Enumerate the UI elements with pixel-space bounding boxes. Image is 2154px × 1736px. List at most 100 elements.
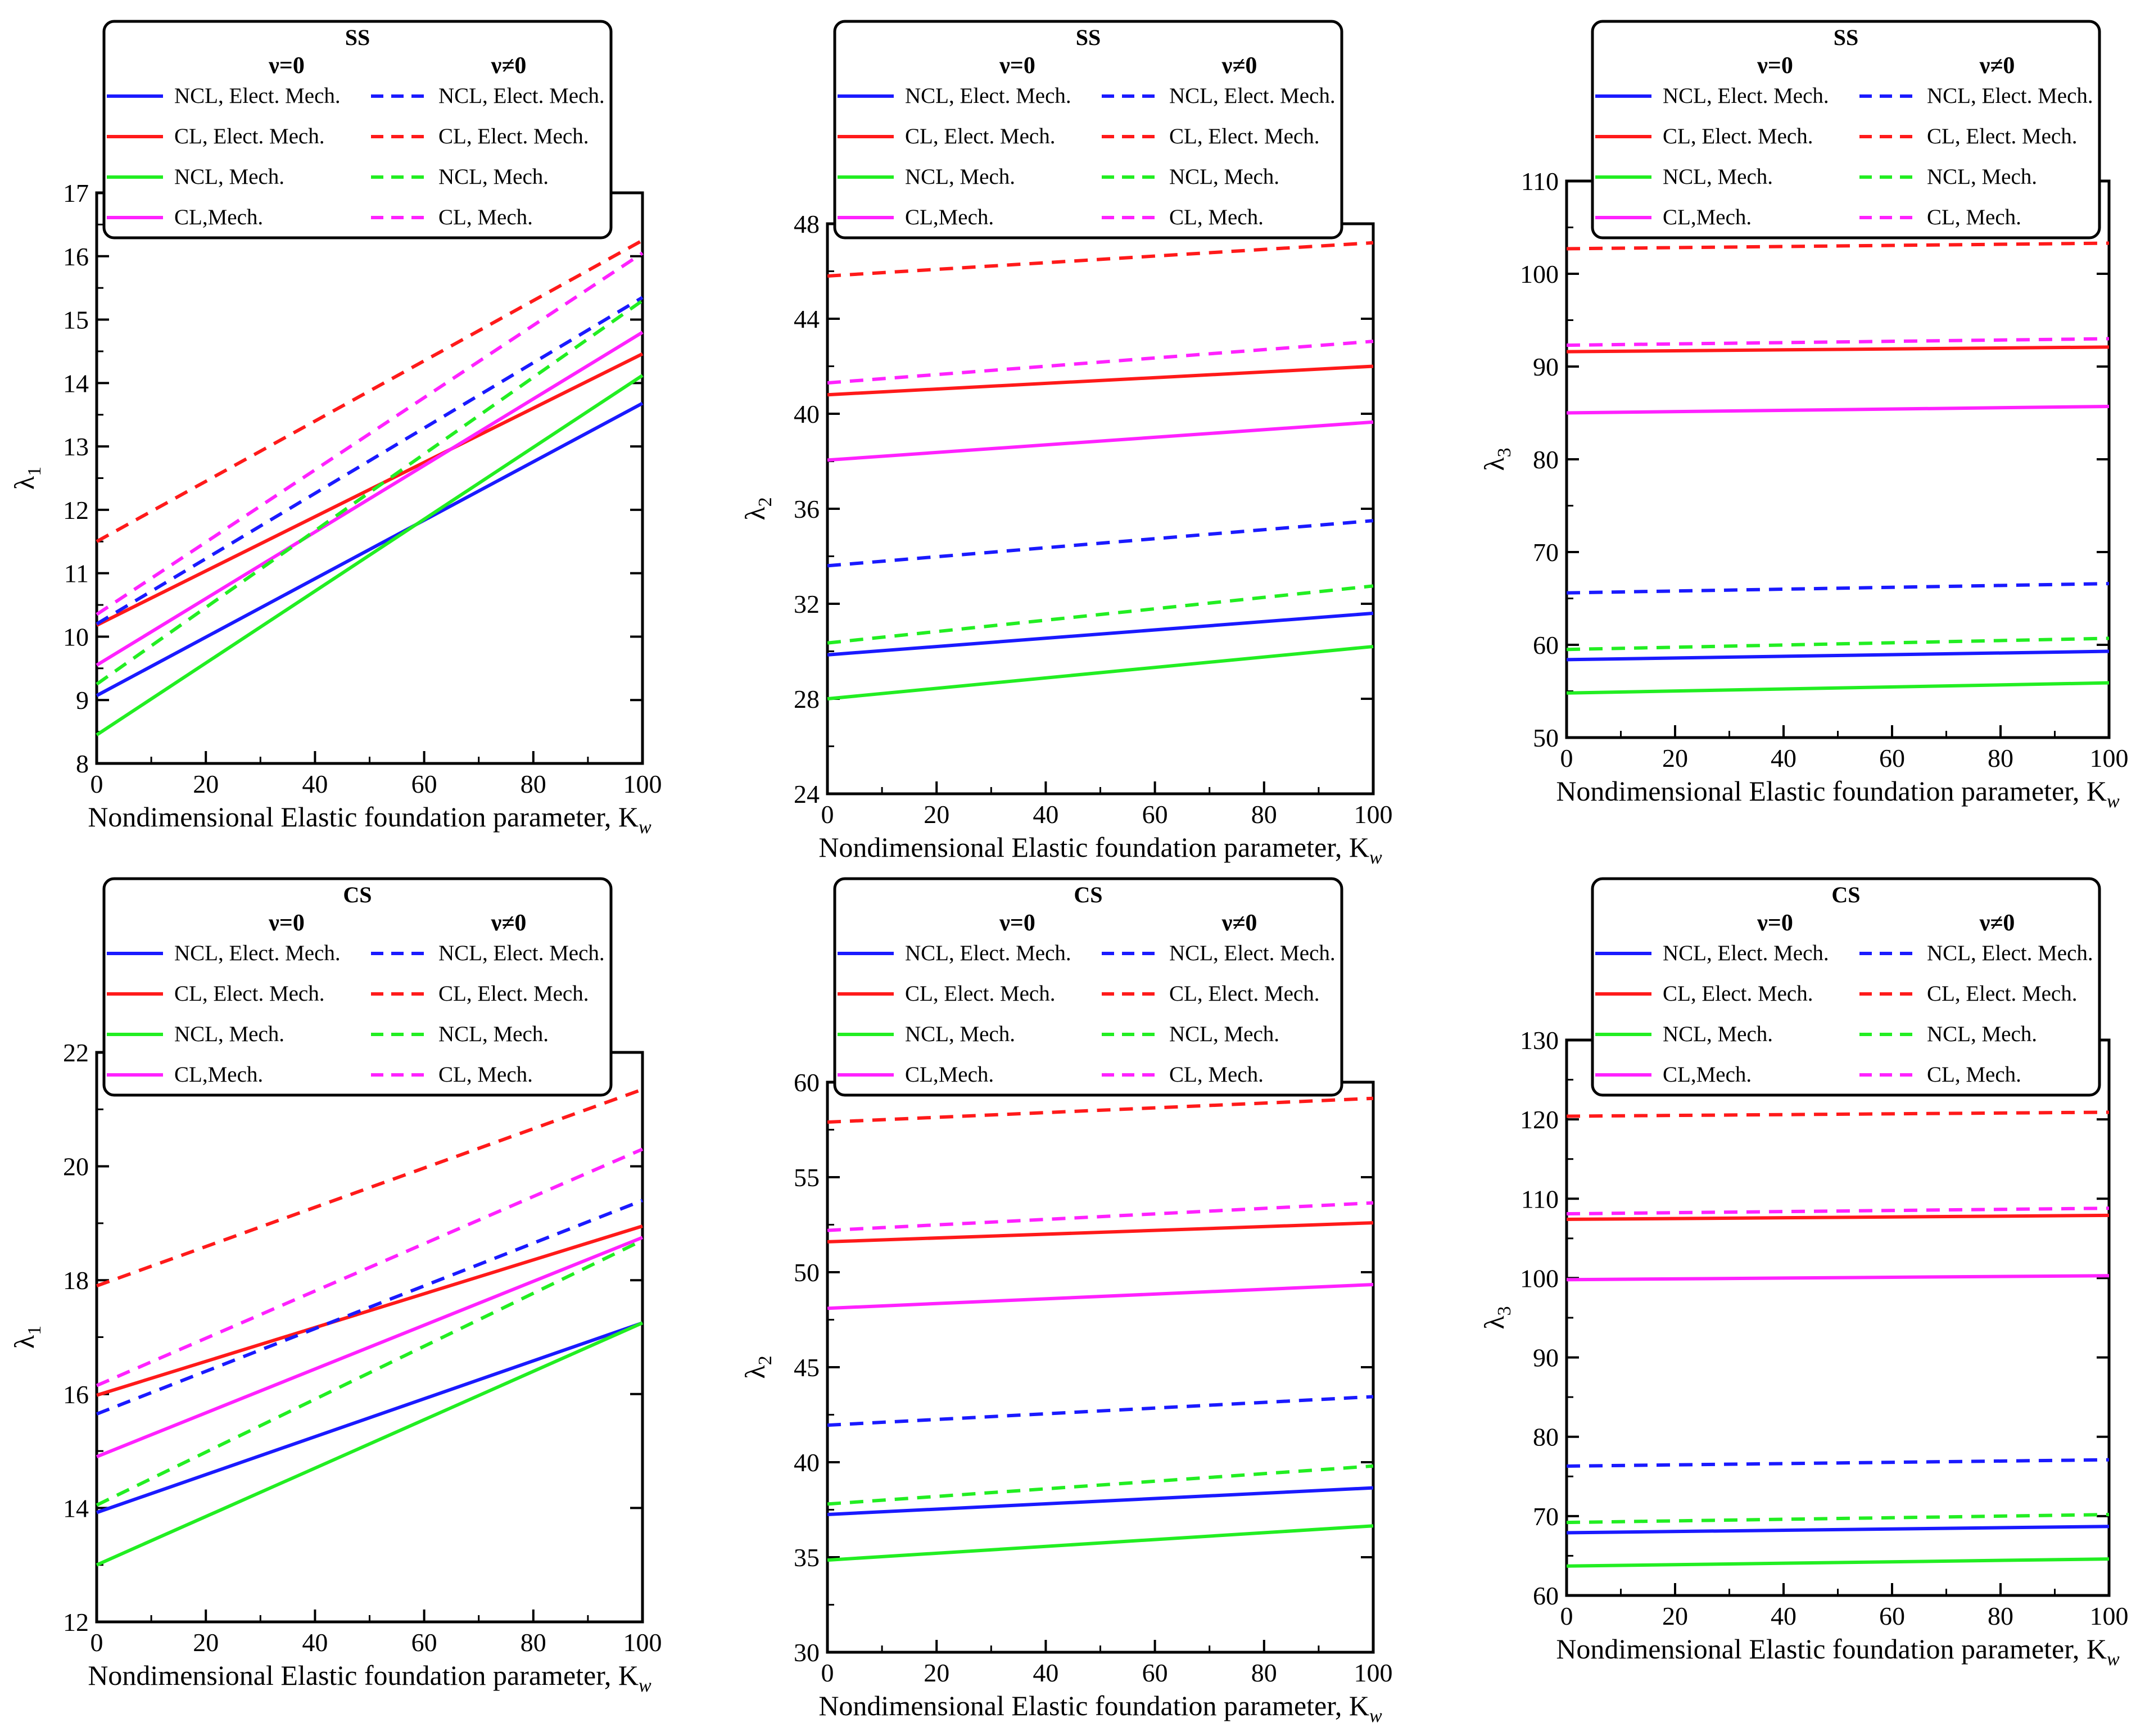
legend-header-nu-nonzero: ν≠0 [491,910,527,936]
legend-entry-label: CL, Elect. Mech. [174,124,325,148]
y-axis-title-subscript: 2 [755,497,776,507]
series-line-solid-ncl-em [827,611,1374,657]
legend-entry-label: CL, Mech. [438,205,533,229]
series-line-dashed-ncl-m [96,299,644,686]
series-line-solid-ncl-m [96,1321,644,1567]
y-axis-title-text: λ [739,507,771,520]
series-line-dashed-ncl-m [96,1238,644,1507]
x-axis-title-text: Nondimensional Elastic foundation parame… [88,1660,639,1691]
series-line-solid-cl-m [96,331,644,667]
chart-panel-4: 0 20 40 60 80 100 12 14 16 18 20 22 Nondimensional E… [8,877,662,1696]
x-tick-label: 60 [1879,744,1905,772]
chart-panel-6: 0 20 40 60 80 100 60 70 80 90 100 110 120 130 Nondimen… [1478,877,2129,1670]
x-axis-title: Nondimensional Elastic foundation parame… [88,801,651,838]
legend-entry-label: CL,Mech. [1663,205,1752,229]
x-axis-title-text: Nondimensional Elastic foundation parame… [1556,1633,2107,1665]
x-tick-label: 80 [1251,1658,1277,1687]
legend-box [833,877,1343,1097]
series-line-solid-cl-m [1566,404,2110,415]
y-tick-label: 36 [794,495,820,523]
chart-panel-3: 0 20 40 60 80 100 50 60 70 80 90 100 110 Nondimension… [1478,20,2129,812]
legend-entry-label: CL, Mech. [1169,205,1264,229]
y-axis-title: λ3 [1478,1306,1515,1329]
y-axis-title-text: λ [8,1335,40,1349]
x-tick-label: 100 [623,770,662,798]
x-tick-label: 80 [1251,800,1277,829]
series-line-dashed-ncl-m [827,1464,1374,1506]
x-tick-label: 20 [924,1658,949,1687]
legend-entry-label: NCL, Elect. Mech. [1169,941,1336,965]
x-tick-label: 60 [1142,800,1168,829]
legend-title: SS [1834,25,1859,50]
y-axis-title-subscript: 3 [1494,447,1515,457]
legend-entry-label: NCL, Mech. [905,1022,1015,1046]
legend-entry-label: CL, Elect. Mech. [438,982,589,1006]
series-line-dashed-ncl-m [1566,1513,2110,1525]
series-line-solid-cl-em [96,1224,643,1397]
y-tick-label: 80 [1533,445,1559,474]
legend-entry-label: NCL, Elect. Mech. [905,941,1071,965]
legend-entry-label: CL, Elect. Mech. [1927,982,2078,1006]
x-tick-label: 80 [1988,744,2013,772]
series-line-solid-cl-em [1566,1213,2110,1221]
legend-box [833,20,1343,239]
legend-entry-label: CL,Mech. [905,1063,994,1087]
legend-entry-label: NCL, Elect. Mech. [174,84,341,108]
y-tick-label: 17 [63,179,89,207]
y-tick-label: 13 [63,432,89,461]
legend-entry-label: CL, Elect. Mech. [905,982,1056,1006]
y-tick-label: 14 [63,369,89,397]
x-axis-title-subscript: w [1369,847,1382,868]
legend-header-nu-zero: ν=0 [1757,53,1793,79]
series-line-dashed-cl-m [1566,1206,2110,1216]
series-line-solid-cl-em [827,364,1374,397]
legend-title: CS [1831,882,1860,907]
y-axis-title-subscript: 1 [24,1326,45,1335]
y-tick-label: 60 [1533,1581,1559,1610]
legend-header-nu-nonzero: ν≠0 [1221,910,1257,936]
legend-title: CS [1074,882,1102,907]
series-line-dashed-cl-em [1566,241,2110,251]
y-axis-title: λ2 [739,497,776,520]
x-axis-title-subscript: w [1369,1706,1382,1726]
legend: SS ν=0 ν≠0 NCL, Elect. Mech. CL, Elect. Mech… [102,20,613,239]
legend-entry-label: CL, Mech. [438,1063,533,1087]
legend-entry-label: CL, Mech. [1169,1063,1264,1087]
x-tick-label: 20 [193,770,219,798]
legend-title: SS [1076,25,1101,50]
legend-header-nu-zero: ν=0 [999,910,1035,936]
x-axis-title: Nondimensional Elastic foundation parame… [1556,1633,2120,1670]
legend-entry-label: NCL, Elect. Mech. [1663,84,1829,108]
y-tick-label: 40 [794,1448,820,1477]
x-tick-label: 0 [821,1658,834,1687]
x-axis-title-subscript: w [2107,1649,2120,1670]
y-tick-label: 24 [794,780,820,808]
y-tick-label: 16 [63,1380,89,1409]
series-line-dashed-cl-em [827,241,1374,278]
x-axis-title: Nondimensional Elastic foundation parame… [88,1660,651,1696]
x-tick-label: 20 [1662,744,1688,772]
legend-entry-label: NCL, Elect. Mech. [1927,941,2093,965]
x-tick-label: 0 [90,1628,103,1657]
legend-entry-label: NCL, Mech. [1663,1022,1773,1046]
legend-header-nu-nonzero: ν≠0 [1221,53,1257,79]
x-tick-label: 20 [193,1628,219,1657]
x-tick-label: 40 [1771,1602,1796,1630]
y-tick-label: 30 [794,1638,820,1667]
x-tick-label: 100 [2090,1602,2129,1630]
legend-entry-label: CL,Mech. [1663,1063,1752,1087]
legend-entry-label: CL, Elect. Mech. [1927,124,2078,148]
plot-frame [1565,1038,2111,1597]
x-tick-label: 40 [302,1628,328,1657]
series-line-solid-cl-m [96,1236,644,1459]
y-axis-title-subscript: 1 [24,467,45,476]
y-tick-label: 48 [794,210,820,238]
y-tick-label: 70 [1533,538,1559,567]
x-axis-title: Nondimensional Elastic foundation parame… [818,831,1382,868]
plot-frame [95,1051,644,1624]
chart-panel-2: 0 20 40 60 80 100 24 28 32 36 40 44 48 Nondimensional… [739,20,1393,868]
x-axis-title-text: Nondimensional Elastic foundation parame… [88,801,639,833]
legend-box [102,20,613,239]
series-line-solid-ncl-m [827,645,1374,700]
